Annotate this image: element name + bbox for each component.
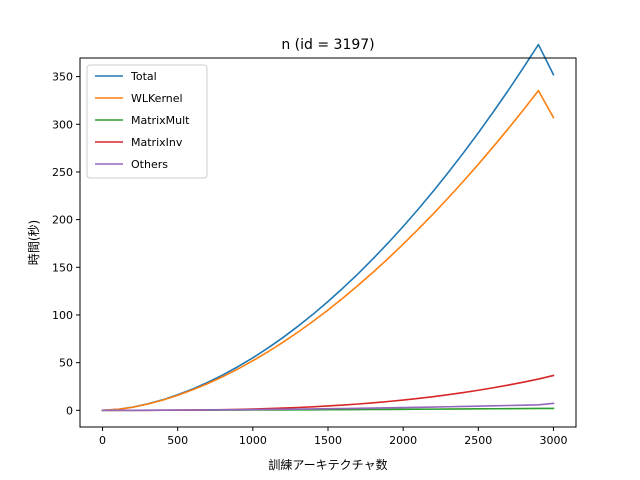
- series-line-wlkernel: [101, 89, 555, 412]
- legend-label-matrixinv: MatrixInv: [131, 136, 183, 149]
- y-tick-label: 100: [52, 309, 73, 322]
- y-tick-label: 300: [52, 118, 73, 131]
- x-tick-label: 0: [99, 434, 106, 447]
- plot-area: [101, 43, 555, 412]
- x-tick-label: 1500: [314, 434, 342, 447]
- y-tick-label: 150: [52, 261, 73, 274]
- x-tick-label: 2000: [389, 434, 417, 447]
- x-axis: 0 500 1000 1500 2000 2500 3000: [99, 427, 567, 447]
- x-tick-label: 500: [167, 434, 188, 447]
- legend: Total WLKernel MatrixMult MatrixInv Others: [86, 64, 208, 179]
- y-tick-label: 250: [52, 166, 73, 179]
- legend-label-others: Others: [131, 158, 168, 171]
- y-tick-label: 50: [59, 357, 73, 370]
- series-line-others: [101, 402, 555, 412]
- y-tick-label: 350: [52, 71, 73, 84]
- x-axis-label: 訓練アーキテクチャ数: [268, 457, 387, 472]
- legend-label-matrixmult: MatrixMult: [131, 114, 190, 127]
- x-tick-label: 3000: [539, 434, 567, 447]
- legend-label-wlkernel: WLKernel: [131, 92, 183, 105]
- y-axis-label: 時間(秒): [27, 220, 41, 265]
- x-tick-label: 1000: [239, 434, 267, 447]
- y-tick-label: 0: [66, 404, 73, 417]
- plot-frame: [79, 57, 577, 428]
- series-layer: [101, 43, 555, 412]
- y-tick-label: 200: [52, 214, 73, 227]
- chart-title: n (id = 3197): [281, 37, 374, 53]
- y-axis: 0 50 100 150 200 250 300 350: [52, 71, 80, 417]
- legend-box: [86, 64, 208, 179]
- x-tick-label: 2500: [464, 434, 492, 447]
- legend-label-total: Total: [130, 70, 157, 83]
